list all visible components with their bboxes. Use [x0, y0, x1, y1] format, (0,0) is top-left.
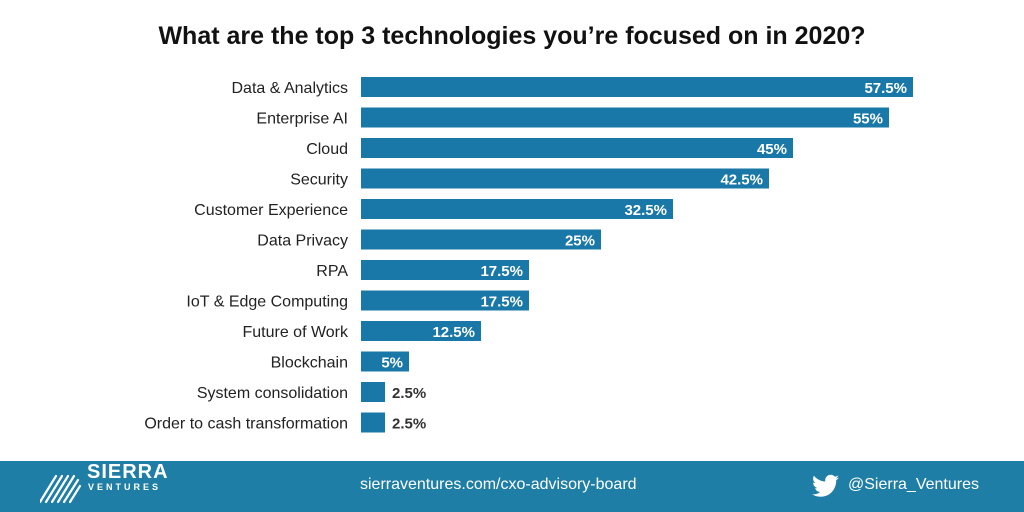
data-label: 2.5% — [392, 416, 426, 433]
bar — [361, 168, 769, 189]
bar — [361, 229, 601, 250]
bar — [361, 107, 889, 128]
data-label: 42.5% — [720, 172, 763, 189]
data-label: 45% — [757, 141, 787, 158]
data-label: 25% — [565, 233, 595, 250]
twitter-handle[interactable]: @Sierra_Ventures — [848, 476, 979, 493]
category-label: Order to cash transformation — [144, 416, 348, 433]
bar — [361, 138, 793, 158]
category-label: Data & Analytics — [232, 80, 349, 97]
twitter-icon[interactable] — [812, 474, 839, 498]
bar — [361, 290, 529, 311]
category-label: Enterprise AI — [256, 111, 348, 128]
sierra-logo-icon[interactable] — [40, 470, 170, 504]
chart-title: What are the top 3 technologies you’re f… — [158, 22, 866, 50]
bar — [361, 77, 913, 97]
category-label: RPA — [316, 263, 348, 280]
data-label: 32.5% — [624, 202, 667, 219]
category-label: System consolidation — [197, 385, 348, 402]
category-label: Future of Work — [242, 324, 349, 341]
bar — [361, 351, 409, 372]
category-label: Blockchain — [271, 355, 348, 372]
category-label: Data Privacy — [257, 233, 348, 250]
data-label: 12.5% — [432, 324, 475, 341]
footer-url-link[interactable]: sierraventures.com/cxo-advisory-board — [360, 476, 637, 493]
data-label: 17.5% — [480, 294, 523, 311]
brand-subtitle: VENTURES — [88, 482, 162, 492]
bar — [361, 199, 673, 219]
category-label: IoT & Edge Computing — [186, 294, 348, 311]
data-label: 57.5% — [864, 80, 907, 97]
bar — [361, 260, 529, 280]
bar — [361, 382, 385, 402]
bar — [361, 321, 481, 341]
data-label: 17.5% — [480, 263, 523, 280]
brand-name: SIERRA — [87, 461, 169, 483]
bar — [361, 412, 385, 433]
data-label: 2.5% — [392, 385, 426, 402]
bar-chart: Data & Analytics 57.5% Enterprise AI 55% Clo… — [144, 77, 913, 433]
data-label: 55% — [853, 111, 883, 128]
category-label: Customer Experience — [194, 202, 348, 219]
data-label: 5% — [381, 355, 403, 372]
footer: SIERRA VENTURES sierraventures.com/cxo-a… — [0, 461, 1024, 512]
category-label: Cloud — [306, 141, 348, 158]
category-label: Security — [290, 172, 348, 189]
